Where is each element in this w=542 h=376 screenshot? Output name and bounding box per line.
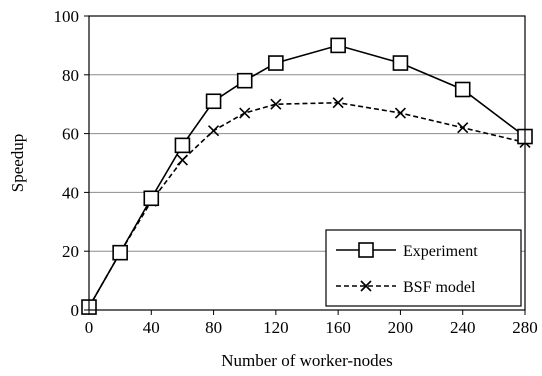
data-point-bsf-model: [457, 122, 469, 134]
data-point-experiment: [236, 72, 253, 89]
data-point-experiment: [112, 244, 128, 261]
legend: Experiment BSF model: [325, 229, 522, 307]
y-tick-label: 40: [62, 183, 79, 202]
tick-labels: 0 20 40 60 80 100 0 40 80 120 160 200 240 280: [54, 7, 538, 337]
y-tick-label: 100: [54, 7, 80, 26]
legend-label-experiment: Experiment: [403, 243, 478, 260]
data-point-bsf-model: [270, 98, 282, 110]
y-tick-label: 0: [71, 301, 80, 320]
data-point-experiment: [143, 190, 160, 207]
x-tick-label: 120: [263, 318, 289, 337]
legend-label-bsf-model: BSF model: [403, 279, 476, 296]
series-experiment: [81, 37, 533, 315]
axes: [84, 15, 526, 315]
x-tick-label: 280: [512, 318, 538, 337]
data-point-bsf-model: [394, 107, 406, 119]
data-point-bsf-model: [176, 154, 188, 166]
plot-frame: [88, 15, 526, 311]
data-point-experiment: [205, 93, 222, 110]
legend-marker-experiment: [358, 242, 374, 258]
data-point-experiment: [392, 55, 409, 71]
data-point-experiment: [454, 81, 471, 98]
x-tick-label: 0: [85, 318, 94, 337]
x-axis-label: Number of worker-nodes: [221, 351, 393, 370]
data-point-experiment: [330, 37, 346, 54]
x-tick-label: 80: [205, 318, 222, 337]
gridlines: [89, 15, 525, 252]
y-tick-label: 80: [62, 66, 79, 85]
legend-marker-bsf-model: [360, 280, 372, 292]
y-tick-label: 20: [62, 242, 79, 261]
x-tick-label: 40: [143, 318, 160, 337]
series-layer: [81, 37, 533, 315]
x-tick-label: 240: [450, 318, 476, 337]
x-tick-label: 200: [388, 318, 414, 337]
data-point-bsf-model: [332, 97, 344, 109]
y-tick-label: 60: [62, 125, 79, 144]
x-tick-label: 160: [325, 318, 351, 337]
series-line-bsf-model: [88, 101, 526, 308]
y-axis-label: Speedup: [8, 134, 27, 193]
data-point-experiment: [174, 137, 191, 154]
data-point-bsf-model: [239, 107, 251, 119]
data-point-bsf-model: [208, 125, 220, 137]
data-point-experiment: [268, 55, 284, 71]
